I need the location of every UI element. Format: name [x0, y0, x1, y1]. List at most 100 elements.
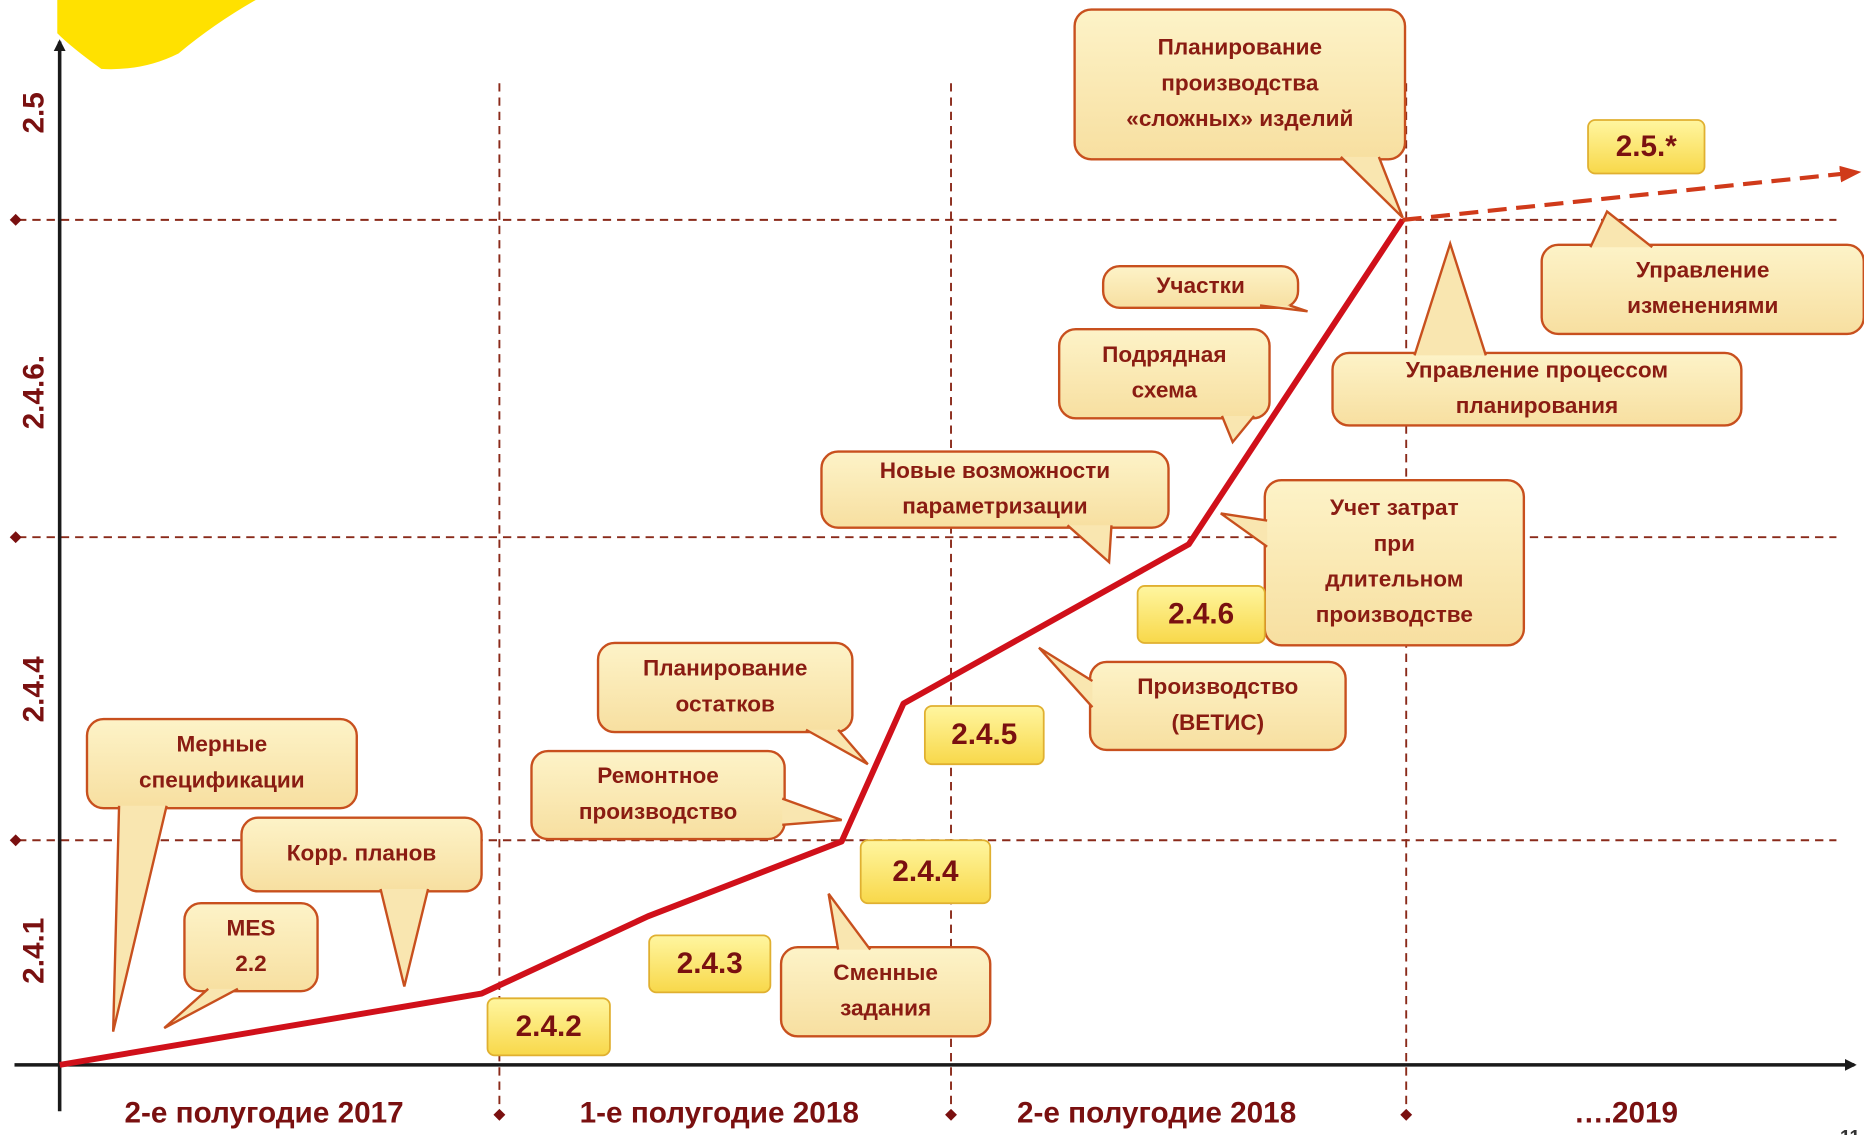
badge-text: 2.4.6	[1168, 597, 1234, 630]
y-axis-label: 2.5	[18, 92, 51, 133]
badge-text: 2.4.3	[677, 947, 743, 980]
badge-box	[859, 839, 992, 905]
callout-box	[1331, 351, 1743, 427]
version-badge: 2.4.6	[1136, 585, 1266, 644]
callout-tail-edge	[1220, 415, 1255, 445]
callout: Подрядная схема	[1057, 328, 1271, 445]
callout-text: изменениями	[1627, 293, 1778, 318]
callout-text: Участки	[1156, 273, 1245, 298]
progress-line	[59, 218, 1406, 1068]
callout-text: Подрядная	[1102, 342, 1226, 367]
callout: Ремонтное производство	[530, 749, 843, 841]
callout-text: 2.2	[235, 951, 266, 976]
callout-text: Мерные	[177, 732, 268, 757]
callout-box	[1101, 265, 1300, 310]
callout-tail-edge	[1259, 304, 1308, 313]
callout-box	[1073, 8, 1407, 161]
callout-tail-edge	[805, 728, 869, 766]
badge-box	[1136, 585, 1266, 644]
badge-text: 2.4.4	[892, 855, 959, 888]
period-label: 2-е полугодие 2017	[124, 1097, 403, 1130]
callout-tail-edge	[1413, 239, 1487, 356]
callout-text: Производство	[1137, 674, 1298, 699]
callout-box	[240, 816, 483, 893]
badge-text: 2.4.5	[951, 718, 1017, 751]
callout-box	[820, 450, 1170, 529]
y-axis-label: 2.4.1	[18, 918, 51, 984]
callout-text: Сменные	[833, 960, 938, 985]
callout-box	[183, 902, 319, 993]
callout-box	[530, 749, 786, 841]
brush-stroke	[57, 0, 256, 70]
callout: Участки	[1101, 265, 1308, 313]
version-badge: 2.4.4	[859, 839, 992, 905]
callout-text: схема	[1132, 378, 1198, 403]
period-label: 1-е полугодие 2018	[580, 1097, 859, 1130]
callout-box	[779, 946, 992, 1038]
version-badge: 2.4.3	[648, 934, 772, 994]
badge-box	[486, 997, 611, 1057]
callout-tail-edge	[827, 893, 872, 951]
callout-tail-edge	[1340, 156, 1404, 219]
callout-text: параметризации	[902, 493, 1087, 518]
callout-tail-edge	[111, 805, 168, 1032]
y-axis-label: 2.4.6.	[18, 355, 51, 429]
callout: Корр. планов	[240, 816, 483, 987]
callout-tail-edge	[379, 888, 430, 987]
callout-text: спецификации	[139, 767, 305, 792]
callout-text: длительном	[1325, 567, 1463, 592]
badge-box	[1587, 119, 1706, 175]
callout-text: Управление	[1636, 258, 1769, 283]
callout-text: остатков	[676, 691, 775, 716]
callout: Планирование производства «сложных» издели…	[1073, 8, 1407, 219]
callout-text: Ремонтное	[597, 763, 719, 788]
version-badge: 2.5.*	[1587, 119, 1706, 175]
callout-box	[85, 717, 358, 810]
callout: Сменные задания	[779, 893, 992, 1038]
callout: Планирование остатков	[596, 641, 869, 766]
callout-tail	[1590, 211, 1653, 248]
callout-tail-edge	[1038, 646, 1094, 708]
callout-text: при	[1374, 531, 1415, 556]
callout-text: Планирование	[1158, 35, 1322, 60]
callout-text: производство	[579, 799, 737, 824]
version-badge: 2.4.5	[923, 705, 1045, 766]
callout-text: задания	[840, 996, 931, 1021]
callout-tail-edge	[1589, 209, 1653, 249]
callout-text: производства	[1161, 70, 1319, 95]
callout-tail-edge	[1220, 512, 1268, 548]
callout-text: производстве	[1316, 602, 1473, 627]
callout: Учет затрат при длительном производстве	[1220, 478, 1526, 647]
callout-text: Корр. планов	[287, 840, 437, 865]
callout-text: «сложных» изделий	[1126, 106, 1353, 131]
badge-text: 2.4.2	[516, 1010, 582, 1043]
callout-text: MES	[227, 915, 276, 940]
future-line	[1402, 165, 1862, 222]
callout-text: Учет затрат	[1330, 495, 1459, 520]
badge-box	[648, 934, 772, 994]
callout-tail	[1414, 243, 1486, 356]
callout: Новые возможности параметризации	[820, 450, 1170, 565]
period-label: 2-е полугодие 2018	[1017, 1097, 1296, 1130]
callout-tail-edge	[1066, 524, 1113, 565]
callout-text: Новые возможности	[880, 458, 1110, 483]
callout-box	[1057, 328, 1271, 420]
version-badge: 2.4.2	[486, 997, 611, 1057]
callout-box	[1263, 478, 1526, 647]
callout-tail-edge	[781, 797, 843, 826]
badge-box	[923, 705, 1045, 766]
callout: Мерные спецификации	[85, 717, 358, 1032]
y-axis-label: 2.4.4	[18, 656, 51, 723]
labels: 2.4.1 2.4.4 2.4.6. 2.5 2-е полугодие 2017 1-е…	[18, 8, 1864, 1135]
callout-text: (ВЕТИС)	[1171, 710, 1264, 735]
callout: MES 2.2	[163, 902, 319, 1030]
callout: Управление процессом планирования	[1331, 239, 1743, 427]
callout-text: планирования	[1456, 393, 1618, 418]
callout: Управление изменениями	[1540, 209, 1864, 336]
callout-box	[596, 641, 854, 734]
page-number: 11	[1840, 1128, 1861, 1135]
callout-text: Планирование	[643, 656, 807, 681]
period-label: ….2019	[1574, 1097, 1678, 1130]
